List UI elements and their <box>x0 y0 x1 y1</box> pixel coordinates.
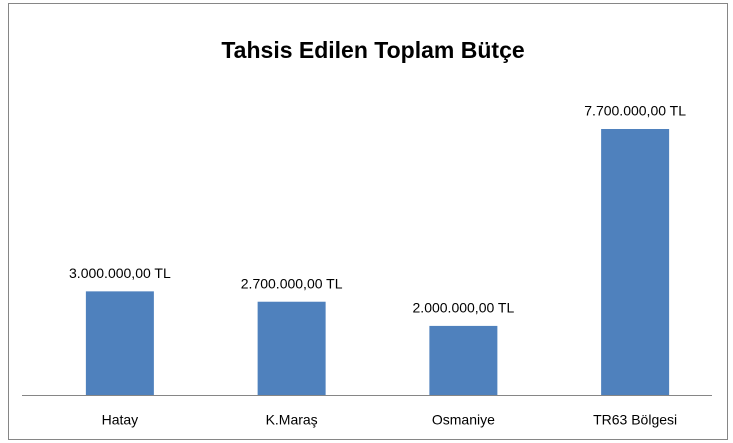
x-tick-label: Hatay <box>102 412 139 428</box>
bar <box>429 325 498 395</box>
value-label: 3.000.000,00 TL <box>69 265 171 281</box>
bar <box>601 129 670 395</box>
value-label: 2.000.000,00 TL <box>413 300 515 316</box>
x-tick-label: Osmaniye <box>432 412 495 428</box>
x-tick-label: TR63 Bölgesi <box>593 412 677 428</box>
bar <box>85 291 154 395</box>
bar <box>257 301 326 395</box>
value-label: 7.700.000,00 TL <box>584 103 686 119</box>
x-tick-label: K.Maraş <box>266 412 318 428</box>
value-label: 2.700.000,00 TL <box>241 275 343 291</box>
chart-title: Tahsis Edilen Toplam Bütçe <box>221 37 524 63</box>
